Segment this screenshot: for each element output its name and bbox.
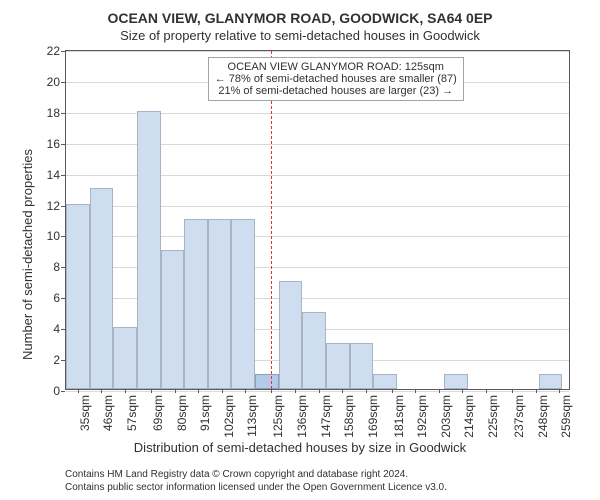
histogram-bar [539,374,563,389]
y-tick-label: 10 [47,229,60,243]
x-axis-label: Distribution of semi-detached houses by … [0,440,600,455]
histogram-bar [326,343,350,389]
histogram-bar [231,219,255,389]
annotation-line: OCEAN VIEW GLANYMOR ROAD: 125sqm [215,61,457,73]
x-tick-label: 91sqm [198,395,212,431]
y-tick-label: 18 [47,106,60,120]
y-gridline [66,51,569,52]
x-tick-label: 80sqm [175,395,189,431]
histogram-bar [302,312,326,389]
annotation-box: OCEAN VIEW GLANYMOR ROAD: 125sqm← 78% of… [208,57,464,101]
y-axis-label: Number of semi-detached properties [20,149,35,360]
x-tick-label: 203sqm [439,395,453,438]
annotation-line: 21% of semi-detached houses are larger (… [215,85,457,97]
histogram-bar [279,281,303,389]
y-tick-label: 8 [53,260,60,274]
footer-line-2: Contains public sector information licen… [65,481,447,494]
y-gridline [66,391,569,392]
x-tick-label: 259sqm [559,395,573,438]
x-tick-label: 181sqm [392,395,406,438]
histogram-bar [90,188,114,389]
histogram-bar [66,204,90,389]
histogram-bar [255,374,279,389]
footer-line-1: Contains HM Land Registry data © Crown c… [65,468,447,481]
footer-attribution: Contains HM Land Registry data © Crown c… [65,468,447,494]
y-tick-label: 0 [53,384,60,398]
x-tick-label: 69sqm [151,395,165,431]
y-tick-label: 20 [47,75,60,89]
histogram-bar [137,111,161,389]
y-tick-label: 4 [53,322,60,336]
chart-subtitle: Size of property relative to semi-detach… [0,28,600,43]
x-tick-label: 35sqm [78,395,92,431]
y-tick-label: 22 [47,44,60,58]
y-tick-label: 16 [47,137,60,151]
histogram-bar [161,250,185,389]
x-tick-label: 225sqm [486,395,500,438]
y-tick-label: 12 [47,199,60,213]
histogram-bar [350,343,374,389]
plot-area: 024681012141618202235sqm46sqm57sqm69sqm8… [65,50,570,390]
y-tick-label: 14 [47,168,60,182]
x-tick-label: 113sqm [245,395,259,437]
histogram-bar [444,374,468,389]
x-tick-label: 192sqm [415,395,429,438]
x-tick-label: 248sqm [536,395,550,438]
x-tick-label: 136sqm [295,395,309,438]
x-tick-label: 237sqm [512,395,526,438]
x-tick-label: 158sqm [342,395,356,438]
histogram-bar [373,374,397,389]
x-tick-label: 57sqm [125,395,139,431]
histogram-bar [208,219,232,389]
histogram-bar [184,219,208,389]
x-tick-label: 46sqm [101,395,115,431]
x-tick-label: 125sqm [271,395,285,438]
highlight-vline [271,51,272,389]
y-tick-label: 6 [53,291,60,305]
y-tick-label: 2 [53,353,60,367]
x-tick-label: 102sqm [222,395,236,438]
x-tick-label: 169sqm [366,395,380,438]
chart-title: OCEAN VIEW, GLANYMOR ROAD, GOODWICK, SA6… [0,10,600,26]
x-tick-label: 147sqm [319,395,333,438]
x-tick-label: 214sqm [462,395,476,438]
histogram-bar [113,327,137,389]
annotation-line: ← 78% of semi-detached houses are smalle… [215,73,457,85]
